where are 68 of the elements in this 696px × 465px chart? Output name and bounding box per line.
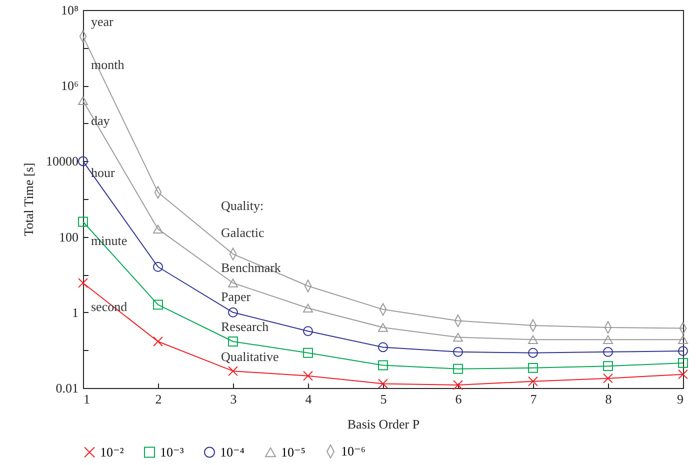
y-tick-label: 10000 xyxy=(46,154,78,169)
point xyxy=(453,332,463,342)
point xyxy=(603,346,613,357)
y-tick-label: 100 xyxy=(59,229,78,244)
annotation: Paper xyxy=(221,289,252,304)
x-tick-label: 5 xyxy=(380,392,387,406)
point xyxy=(378,342,388,352)
point xyxy=(603,361,613,372)
point xyxy=(453,364,463,374)
x-tick-label: 9 xyxy=(677,392,684,406)
point xyxy=(678,369,688,380)
point xyxy=(153,336,163,346)
annotation: hour xyxy=(91,165,116,180)
point xyxy=(453,380,463,390)
x-tick-label: 3 xyxy=(230,392,237,406)
point xyxy=(303,326,313,336)
x-tick-label: 4 xyxy=(305,392,312,406)
annotation: year xyxy=(91,14,114,29)
point xyxy=(78,156,88,166)
annotation: Galactic xyxy=(221,225,265,240)
annotation: month xyxy=(91,57,125,72)
x-tick-label: 8 xyxy=(605,392,612,406)
annotation: Qualitative xyxy=(221,349,279,364)
legend-label: 10⁻⁵ xyxy=(281,444,306,460)
y-tick-label: 1 xyxy=(72,304,78,320)
point xyxy=(78,96,88,106)
point xyxy=(78,278,88,288)
legend-label: 10⁻⁴ xyxy=(220,444,245,460)
point xyxy=(528,362,538,373)
point xyxy=(678,358,688,368)
point xyxy=(78,216,88,227)
point xyxy=(228,278,238,288)
point xyxy=(528,348,538,358)
legend-label: 10⁻⁶ xyxy=(341,444,366,458)
annotation: day xyxy=(91,113,110,128)
annotation: Research xyxy=(221,319,270,334)
point xyxy=(228,336,238,346)
legend-label: 10⁻² xyxy=(100,444,124,460)
y-tick-label: 10⁸ xyxy=(60,2,79,18)
annotation: Quality: xyxy=(221,198,264,213)
x-tick-label: 2 xyxy=(155,392,162,406)
point xyxy=(303,348,313,358)
point xyxy=(303,370,313,381)
point xyxy=(453,346,463,357)
point xyxy=(678,346,688,356)
point xyxy=(378,360,388,370)
point xyxy=(303,304,313,312)
point xyxy=(528,376,538,386)
point xyxy=(153,262,163,272)
point xyxy=(153,300,163,310)
x-tick-label: 6 xyxy=(455,392,462,406)
point xyxy=(228,366,238,376)
point xyxy=(153,224,163,234)
point xyxy=(378,378,388,389)
x-tick-label: 1 xyxy=(84,392,90,406)
y-axis-title: Total Time [s] xyxy=(21,162,36,236)
point xyxy=(603,373,613,384)
y-tick-label: 10⁶ xyxy=(60,78,78,94)
y-tick-label: 0.01 xyxy=(56,380,78,396)
point xyxy=(603,335,613,344)
annotation: Benchmark xyxy=(221,260,282,275)
point xyxy=(528,335,538,344)
legend-label: 10⁻³ xyxy=(160,444,184,460)
point xyxy=(378,323,388,332)
point xyxy=(678,335,688,344)
x-tick-label: 7 xyxy=(530,392,538,406)
x-axis-title: Basis Order P xyxy=(347,416,420,432)
point xyxy=(228,307,238,318)
